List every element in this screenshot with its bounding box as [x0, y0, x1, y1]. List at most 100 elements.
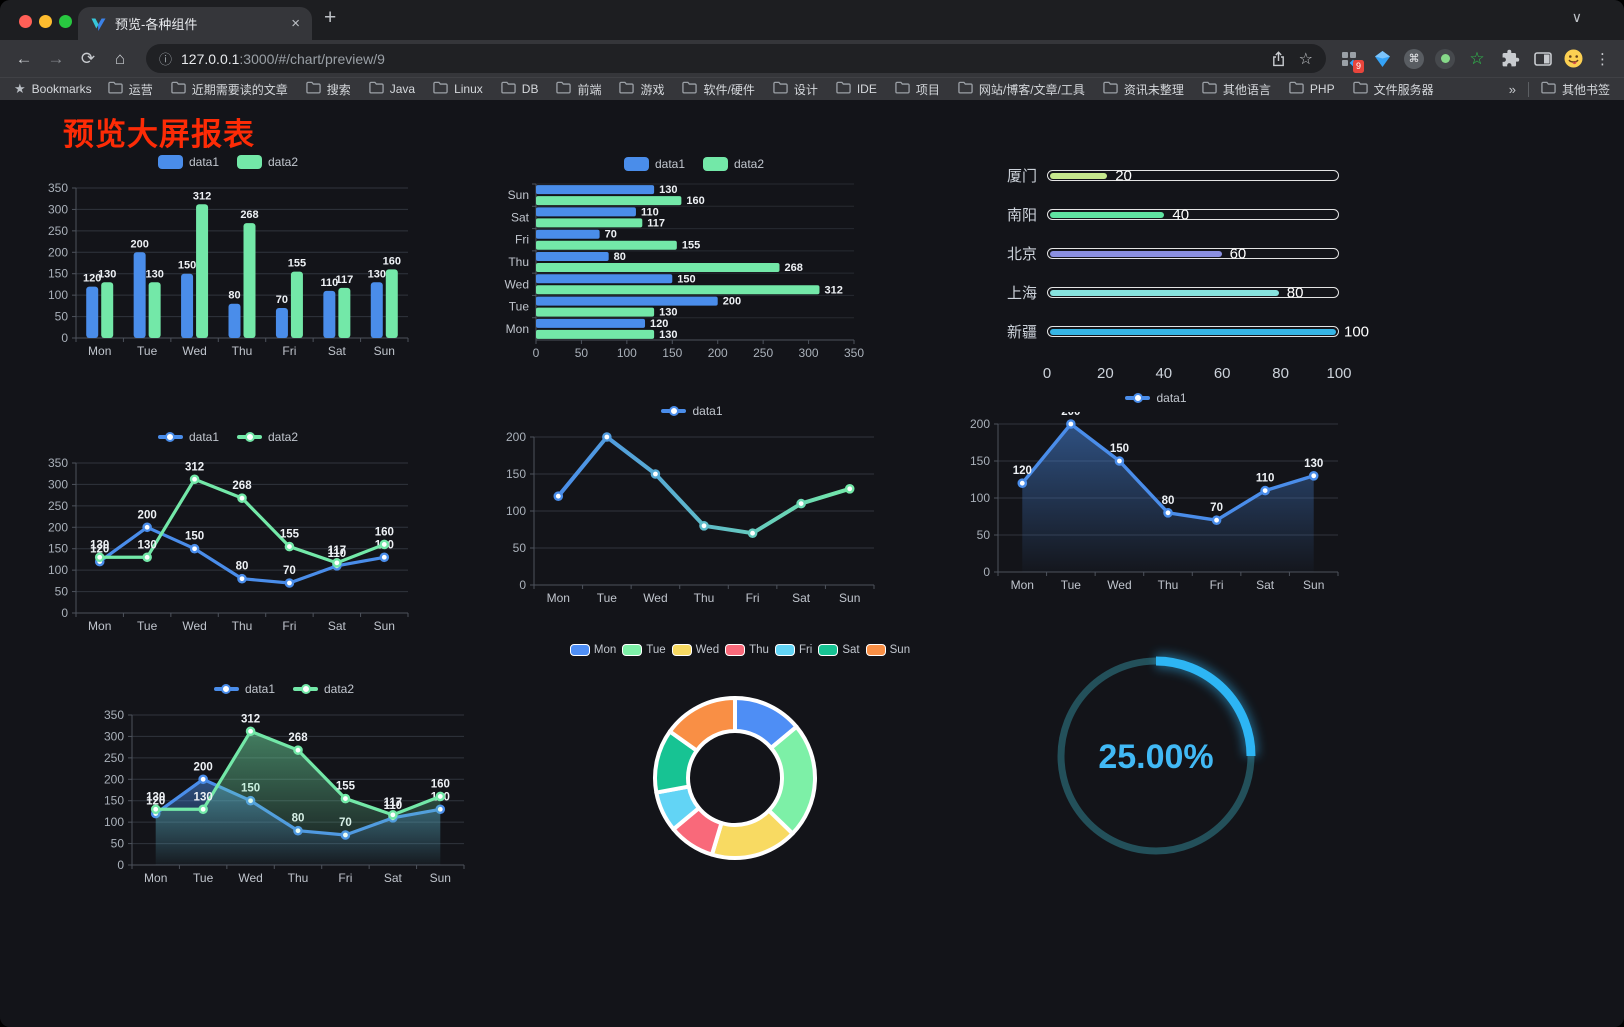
bookmark-folder[interactable]: 运营	[107, 81, 153, 98]
chart-legend: data1	[960, 386, 1352, 410]
browser-tab[interactable]: 预览-各种组件 ×	[78, 7, 312, 40]
point-data1-Fri	[284, 578, 295, 588]
extension-status-icon[interactable]	[1435, 48, 1455, 69]
legend-item-data2[interactable]: data2	[703, 157, 764, 171]
bookmark-folder[interactable]: 近期需要读的文章	[170, 81, 288, 98]
bar-data1-Thu	[228, 303, 241, 338]
bookmark-folder[interactable]: 前端	[556, 81, 601, 98]
svg-text:0: 0	[117, 858, 124, 872]
bookmark-folder[interactable]: 软件/硬件	[682, 81, 755, 98]
bookmark-folder[interactable]: Linux	[433, 81, 483, 98]
legend-item-data1[interactable]: data1	[1125, 391, 1187, 405]
legend-label: data2	[268, 155, 299, 169]
progress-row: 新疆 100	[993, 312, 1370, 351]
legend-item-data2[interactable]: data2	[237, 155, 298, 169]
side-panel-icon[interactable]	[1532, 48, 1554, 70]
bookmark-folder[interactable]: 搜索	[306, 81, 351, 98]
bookmark-folder[interactable]: 文件服务器	[1352, 81, 1434, 98]
svg-text:Fri: Fri	[515, 233, 529, 247]
legend-item-Sat[interactable]: Sat	[818, 644, 860, 656]
legend-item-Tue[interactable]: Tue	[622, 644, 666, 656]
point-data1-Fri	[1211, 515, 1222, 525]
svg-text:120: 120	[83, 273, 101, 285]
donut-slice-Sun[interactable]	[667, 696, 737, 753]
address-bar[interactable]: ⓘ 127.0.0.1:3000/#/chart/preview/9 ☆	[146, 44, 1326, 73]
legend-item-Wed[interactable]: Wed	[671, 644, 719, 656]
svg-text:110: 110	[320, 277, 338, 289]
bookmark-folder[interactable]: Java	[369, 81, 415, 98]
legend-item-Sun[interactable]: Sun	[865, 644, 910, 656]
bookmark-folder[interactable]: 其他语言	[1202, 81, 1271, 98]
home-button[interactable]: ⌂	[114, 48, 126, 68]
extension-apps-icon[interactable]: 9	[1338, 48, 1364, 73]
legend-item-Mon[interactable]: Mon	[569, 644, 616, 656]
bookmarks-manager[interactable]: ★ Bookmarks	[14, 81, 92, 97]
svg-text:350: 350	[48, 181, 68, 195]
bookmark-folder[interactable]: PHP	[1289, 81, 1335, 98]
legend-item-Fri[interactable]: Fri	[774, 644, 812, 656]
axis-tick-label: 60	[1213, 365, 1231, 382]
zoom-window-button[interactable]	[59, 15, 72, 28]
extension-badge: 9	[1352, 59, 1364, 73]
svg-text:110: 110	[384, 800, 403, 812]
bar-data1-Fri	[275, 308, 288, 338]
svg-text:150: 150	[970, 454, 990, 468]
legend-item-Thu[interactable]: Thu	[725, 644, 769, 656]
tab-search-chevron-icon[interactable]: ∨	[1571, 9, 1582, 25]
point-data1-Wed	[1114, 456, 1125, 466]
svg-text:110: 110	[328, 548, 347, 560]
legend-item-data1[interactable]: data1	[213, 682, 275, 696]
bookmark-folder[interactable]: 项目	[895, 81, 940, 98]
back-button[interactable]: ←	[15, 48, 33, 68]
forward-button[interactable]: →	[47, 48, 65, 68]
svg-text:200: 200	[1061, 412, 1080, 418]
legend-swatch	[237, 432, 262, 442]
legend-item-data1[interactable]: data1	[623, 157, 685, 171]
bookmark-folder[interactable]: 设计	[773, 81, 818, 98]
share-icon[interactable]	[1268, 48, 1290, 70]
progress-track: 20	[1047, 167, 1339, 184]
bookmark-folder[interactable]: IDE	[836, 81, 877, 98]
tab-close-icon[interactable]: ×	[291, 15, 300, 32]
bookmark-star-icon[interactable]: ☆	[1298, 50, 1313, 68]
new-tab-button[interactable]: +	[324, 6, 337, 29]
bookmarks-overflow-chevron[interactable]: »	[1508, 81, 1516, 97]
folder-icon	[1352, 81, 1368, 97]
legend-item-data1[interactable]: data1	[157, 430, 219, 444]
site-info-icon[interactable]: ⓘ	[159, 52, 173, 67]
legend-item-data2[interactable]: data2	[293, 682, 354, 696]
legend-item-data2[interactable]: data2	[237, 430, 298, 444]
svg-text:350: 350	[844, 346, 864, 360]
svg-text:0: 0	[533, 346, 540, 360]
extension-command-icon[interactable]: ⌘	[1404, 48, 1424, 69]
bookmark-folder[interactable]: 游戏	[619, 81, 664, 98]
extension-star-icon[interactable]: ☆	[1469, 48, 1485, 68]
svg-text:120: 120	[146, 796, 165, 808]
folder-icon	[433, 81, 448, 97]
extensions-puzzle-icon[interactable]	[1499, 48, 1521, 70]
other-bookmarks-folder[interactable]: 其他书签	[1541, 81, 1610, 98]
legend-item-data1[interactable]: data1	[661, 404, 723, 418]
bookmark-folder[interactable]: 网站/博客/文章/工具	[958, 81, 1085, 98]
legend-swatch	[703, 157, 728, 171]
reload-button[interactable]: ⟳	[80, 48, 96, 68]
point-data1-Fri	[747, 528, 758, 538]
minimize-window-button[interactable]	[39, 15, 52, 28]
svg-text:Sat: Sat	[792, 591, 811, 605]
area-line-canvas: 0 50 100 150 200 Mon Tue Wed Thu Fri Sat Sun 120 200 1…	[970, 412, 1339, 592]
close-window-button[interactable]	[19, 15, 32, 28]
legend-item-data1[interactable]: data1	[157, 155, 219, 169]
svg-text:117: 117	[328, 545, 347, 557]
extension-gem-icon[interactable]	[1371, 48, 1393, 70]
point-data1-Thu	[1163, 508, 1173, 518]
svg-text:Sun: Sun	[508, 188, 529, 202]
svg-text:130: 130	[146, 791, 165, 803]
chart-legend: data1 data2	[498, 152, 890, 176]
bookmark-folder[interactable]: 资讯未整理	[1103, 81, 1184, 98]
svg-text:Fri: Fri	[282, 619, 296, 633]
bookmark-folder[interactable]: DB	[501, 81, 538, 98]
svg-text:Wed: Wed	[505, 277, 529, 291]
browser-menu-icon[interactable]: ⋮	[1595, 50, 1610, 68]
folder-icon	[1103, 81, 1118, 97]
profile-avatar[interactable]	[1564, 49, 1583, 68]
